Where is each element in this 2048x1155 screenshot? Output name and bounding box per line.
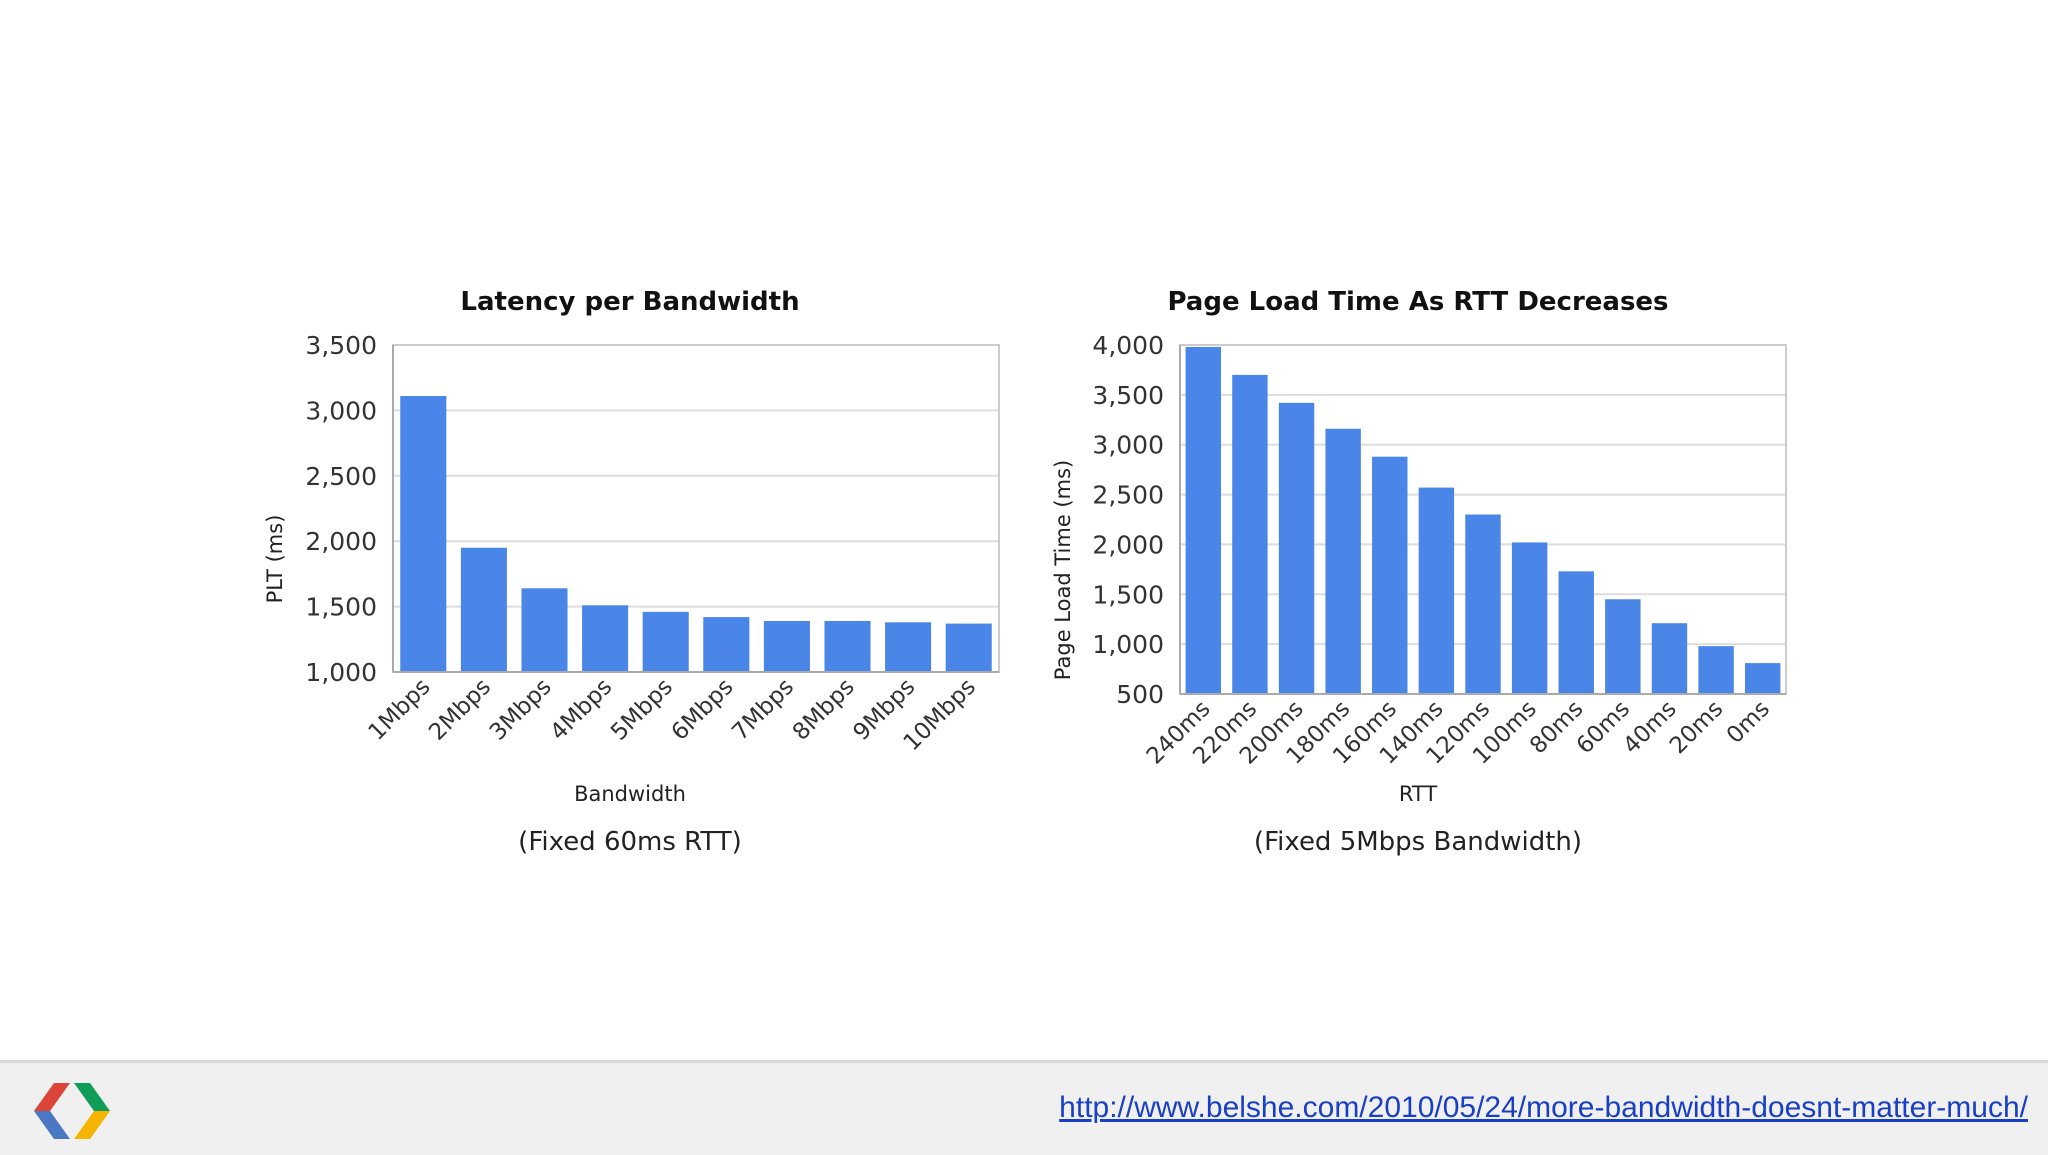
y-tick-label: 2,500 (1092, 481, 1164, 510)
footer-bar: http://www.belshe.com/2010/05/24/more-ba… (0, 1060, 2048, 1155)
bar (1232, 374, 1268, 694)
bar (400, 396, 447, 672)
x-tick-label: 0ms (1722, 696, 1775, 749)
y-tick-label: 3,000 (305, 396, 377, 425)
x-tick-label: 6Mbps (667, 674, 739, 746)
bar (885, 622, 932, 672)
y-axis-label: PLT (ms) (263, 515, 287, 604)
bar (824, 620, 871, 672)
bar (1418, 487, 1455, 694)
bar (521, 588, 568, 672)
y-tick-label: 2,000 (1092, 530, 1164, 559)
bar (1744, 663, 1781, 694)
chart-title: Latency per Bandwidth (460, 287, 799, 317)
x-axis-label: RTT (1399, 782, 1438, 806)
latency-per-bandwidth-chart: Latency per Bandwidth PLT (ms) Bandwidth… (263, 287, 1000, 857)
x-tick-label: 20ms (1665, 696, 1728, 759)
chart-caption: (Fixed 60ms RTT) (518, 827, 742, 857)
x-tick-label: 8Mbps (788, 674, 860, 746)
y-axis-label: Page Load Time (ms) (1051, 460, 1075, 680)
bar (1372, 456, 1408, 694)
y-tick-label: 2,000 (305, 527, 377, 556)
bar (1325, 428, 1361, 694)
bar (703, 617, 750, 672)
bar (1698, 646, 1734, 694)
chart-title: Page Load Time As RTT Decreases (1167, 287, 1668, 317)
bar (1651, 623, 1688, 694)
x-tick-label: 60ms (1572, 696, 1635, 759)
x-tick-label: 40ms (1618, 696, 1681, 759)
bar (1465, 514, 1501, 694)
bar (582, 605, 629, 672)
x-tick-label: 7Mbps (727, 674, 799, 746)
bar (460, 547, 507, 672)
bar (945, 623, 992, 672)
y-tick-label: 1,000 (305, 658, 377, 687)
bar (1185, 346, 1222, 694)
x-tick-label: 3Mbps (485, 674, 557, 746)
charts-canvas: Latency per Bandwidth PLT (ms) Bandwidth… (263, 287, 1787, 857)
chrome-chevron-logo-icon (34, 1083, 110, 1139)
x-tick-label: 80ms (1525, 696, 1588, 759)
chart-caption: (Fixed 5Mbps Bandwidth) (1254, 827, 1582, 857)
x-axis-label: Bandwidth (574, 782, 686, 806)
page-load-time-rtt-chart: Page Load Time As RTT Decreases Page Loa… (1051, 287, 1787, 857)
y-tick-label: 1,500 (305, 593, 377, 622)
x-tick-label: 5Mbps (606, 674, 678, 746)
y-tick-label: 4,000 (1092, 331, 1164, 360)
y-tick-label: 3,500 (305, 331, 377, 360)
y-tick-label: 3,500 (1092, 381, 1164, 410)
y-tick-label: 500 (1116, 680, 1164, 709)
y-tick-label: 3,000 (1092, 431, 1164, 460)
bar (763, 620, 810, 672)
y-tick-label: 2,500 (305, 462, 377, 491)
bar (642, 611, 689, 672)
x-tick-label: 2Mbps (424, 674, 496, 746)
bar (1511, 542, 1548, 694)
bar (1558, 571, 1594, 694)
source-link[interactable]: http://www.belshe.com/2010/05/24/more-ba… (1059, 1091, 2028, 1124)
x-tick-label: 4Mbps (545, 674, 617, 746)
bar (1278, 402, 1315, 694)
y-tick-label: 1,500 (1092, 580, 1164, 609)
y-tick-label: 1,000 (1092, 630, 1164, 659)
bar (1605, 599, 1641, 694)
